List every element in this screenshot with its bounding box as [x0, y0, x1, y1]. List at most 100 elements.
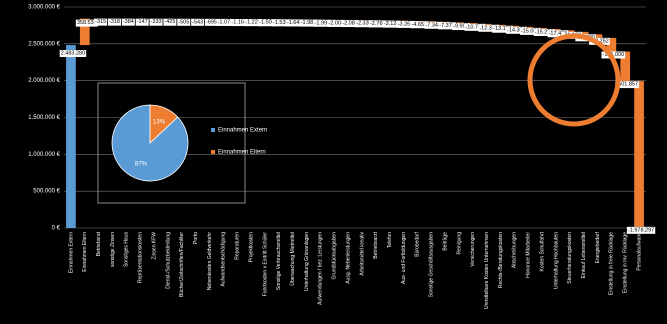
x-tick-label: Energiebedarf: [595, 231, 601, 263]
pie: 87% Einnahmen Extern 13% Einnahmen Eltern: [111, 104, 267, 182]
y-tick-label: 1.000.000 €: [28, 152, 60, 158]
x-tick-label: Sonstige Verbrauchsmittel: [276, 232, 282, 290]
y-tick-label: 1.500.000 €: [28, 115, 60, 121]
data-label: -147: [137, 19, 148, 25]
data-label: -12.300: [479, 25, 498, 31]
x-tick-label: Betriebsrat: [96, 231, 102, 256]
x-tick-label: Aufwandsentschädigung: [221, 232, 227, 287]
data-label-bg: [149, 18, 163, 26]
data-label: -13.100: [493, 26, 512, 32]
data-label-bg: [601, 51, 626, 59]
data-label: -10.700: [465, 24, 484, 30]
pie-label: 13%: [153, 120, 166, 126]
x-tick-label: Einstellung in freie Rücklage: [609, 232, 615, 295]
data-label-bg: [478, 24, 499, 32]
x-tick-label: Überwachung Mietmittel: [289, 232, 296, 286]
data-label: -695: [206, 19, 217, 25]
bar: [620, 51, 631, 82]
data-label: -2.080: [342, 21, 358, 27]
data-label-bg: [230, 19, 249, 27]
bar: [467, 23, 478, 24]
data-label-bg: [107, 18, 122, 26]
bar: [509, 25, 520, 27]
data-label-bg: [216, 18, 235, 26]
bar: [79, 18, 90, 46]
data-label: -1.500: [259, 20, 275, 26]
data-label-bg: [410, 21, 429, 29]
data-label: -1.978.297: [628, 227, 654, 233]
data-label: -425: [164, 19, 175, 25]
bar: [606, 37, 617, 52]
data-label-bg: [327, 19, 346, 27]
x-tick-label: Beiträge: [442, 232, 448, 251]
x-tick-label: Projektkosten: [248, 232, 254, 263]
data-label-bg: [355, 20, 373, 28]
data-label: -9.900: [453, 24, 469, 30]
x-tick-label: Rechts-/Beratungskosten: [498, 232, 504, 288]
bar: [592, 34, 603, 38]
data-label-bg: [75, 19, 98, 27]
x-tick-label: Einnahmen Eltern: [82, 232, 88, 272]
data-label-bg: [519, 27, 541, 35]
x-tick-label: Reinigung: [456, 232, 462, 255]
data-label-bg: [368, 20, 387, 28]
data-label-bg: [244, 19, 262, 27]
x-tick-label: Einstellung in Inv. Rücklage: [623, 232, 629, 293]
bar: [537, 27, 547, 30]
highlight-circle: [527, 33, 621, 127]
bar: [426, 21, 437, 23]
x-tick-label: Reparaturen: [235, 232, 241, 260]
x-tick-label: Zinsen KFW: [151, 232, 157, 260]
data-label-bg: [547, 30, 569, 38]
data-label: -315: [95, 19, 106, 25]
data-label: -17.400: [549, 31, 568, 37]
x-tick-label: sonstige Zinsen: [110, 232, 116, 267]
legend-swatch: [211, 128, 215, 132]
pie-label: 87%: [135, 162, 148, 168]
x-tick-label: Repräsentationskosten: [138, 232, 144, 283]
x-tick-label: Arbeitsmittel kreativ: [359, 232, 365, 276]
data-label: -2.760: [370, 21, 386, 27]
data-label: -1.530: [273, 20, 289, 26]
data-label-bg: [438, 22, 456, 30]
legend-label: Einnahmen Extern: [218, 128, 267, 134]
data-label-bg: [492, 25, 513, 33]
data-label: 358.533: [77, 20, 97, 26]
bar: [578, 31, 589, 35]
x-tick-label: Unterhaltung Hochbauten: [553, 232, 559, 289]
x-tick-label: Personalaufwand: [636, 232, 642, 271]
bar: [66, 45, 76, 229]
data-label: -318: [109, 19, 120, 25]
data-label-bg: [94, 18, 108, 26]
data-label-bg: [615, 81, 640, 89]
data-label-bg: [299, 19, 318, 27]
data-label: -2.000: [328, 20, 344, 26]
x-tick-label: Versicherungen: [470, 232, 476, 267]
data-label-bg: [271, 19, 290, 27]
data-label-bg: [313, 19, 332, 27]
data-label: -14.300: [507, 27, 526, 33]
data-label-bg: [258, 19, 276, 27]
data-label: -384: [123, 19, 134, 25]
data-label-bg: [396, 20, 415, 28]
x-tick-label: Ausg. Nebenleistungen: [345, 232, 351, 284]
x-tick-label: Sonstiges Haus: [124, 232, 130, 268]
data-label-bg: [59, 50, 87, 58]
data-label: 2.483.280: [61, 51, 85, 57]
x-tick-label: Kosten Schulfahrt: [539, 231, 545, 271]
data-label: -15.200: [535, 30, 554, 36]
y-tick-label: 2.000.000 €: [28, 78, 60, 84]
data-label-bg: [424, 21, 443, 29]
data-label: -3.120: [384, 21, 400, 27]
y-tick-label: 500.000 €: [33, 189, 60, 195]
x-tick-label: Unterhaltung Grünanlagen: [304, 232, 310, 291]
x-tick-label: Betriebsarzt: [373, 231, 379, 258]
data-label: -543: [192, 19, 203, 25]
data-label-bg: [121, 18, 135, 26]
bar: [634, 81, 644, 227]
data-label: -1.980: [301, 20, 317, 26]
data-label-bg: [135, 18, 149, 26]
data-label-bg: [191, 18, 205, 26]
